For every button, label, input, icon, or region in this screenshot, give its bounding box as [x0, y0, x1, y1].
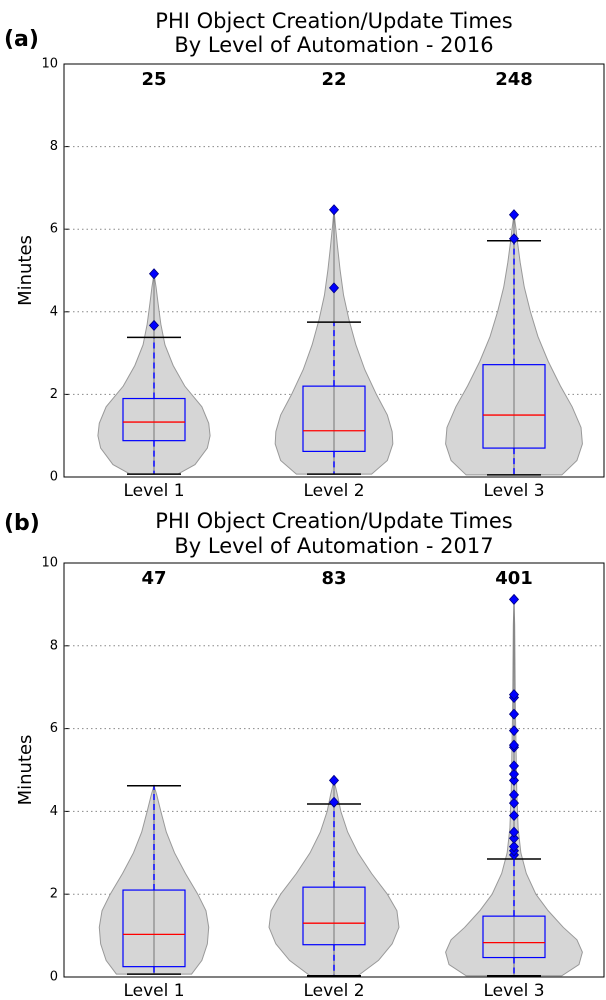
chart-title: PHI Object Creation/Update Times	[155, 509, 512, 533]
y-tick-label: 4	[50, 304, 58, 319]
flier	[328, 204, 340, 216]
box	[482, 364, 546, 449]
count-label: 25	[141, 69, 166, 90]
y-tick-label: 8	[50, 638, 58, 653]
y-axis-label: Minutes	[15, 235, 36, 306]
chart-subtitle: By Level of Automation - 2016	[174, 33, 493, 57]
flier	[508, 708, 520, 720]
flier	[508, 832, 520, 844]
y-tick-label: 8	[50, 139, 58, 154]
y-tick-label: 0	[50, 970, 58, 985]
chart-subtitle: By Level of Automation - 2017	[174, 534, 493, 558]
flier	[508, 760, 520, 772]
flier	[508, 689, 520, 701]
panel-label: (a)	[4, 27, 39, 52]
flier	[508, 233, 520, 245]
flier	[508, 840, 520, 853]
count-label: 248	[495, 69, 533, 90]
flier	[508, 809, 520, 822]
box	[482, 915, 546, 959]
x-tick-label: Level 1	[123, 481, 184, 501]
y-tick-label: 0	[50, 470, 58, 485]
flier	[328, 774, 340, 786]
plot-frame	[63, 63, 605, 478]
y-tick-label: 10	[41, 556, 58, 571]
flier	[148, 268, 160, 280]
plot-frame	[63, 562, 605, 978]
flier	[508, 725, 520, 737]
y-tick-label: 2	[50, 387, 58, 402]
x-tick-label: Level 3	[483, 981, 544, 1000]
box	[122, 889, 186, 968]
chart-title: PHI Object Creation/Update Times	[155, 9, 512, 33]
flier	[508, 768, 520, 780]
flier	[508, 209, 520, 221]
y-tick-label: 10	[41, 57, 58, 72]
box	[122, 397, 186, 442]
flier	[148, 319, 160, 332]
count-label: 83	[321, 568, 346, 589]
count-label: 47	[141, 568, 166, 589]
flier	[508, 797, 520, 809]
flier	[508, 774, 520, 786]
count-label: 401	[495, 568, 533, 589]
flier	[508, 789, 520, 801]
y-axis-label: Minutes	[15, 735, 36, 806]
x-tick-label: Level 2	[303, 981, 364, 1000]
flier	[508, 826, 520, 838]
y-tick-label: 6	[50, 222, 58, 237]
flier	[328, 282, 340, 294]
y-tick-label: 2	[50, 887, 58, 902]
flier	[508, 593, 520, 606]
x-tick-label: Level 1	[123, 981, 184, 1000]
y-tick-label: 6	[50, 721, 58, 736]
panel-label: (b)	[4, 511, 40, 536]
flier	[508, 739, 520, 751]
flier	[328, 796, 340, 808]
y-tick-label: 4	[50, 804, 58, 819]
x-tick-label: Level 3	[483, 481, 544, 501]
x-tick-label: Level 2	[303, 481, 364, 501]
box	[302, 385, 366, 452]
box	[302, 886, 366, 946]
count-label: 22	[321, 69, 346, 90]
